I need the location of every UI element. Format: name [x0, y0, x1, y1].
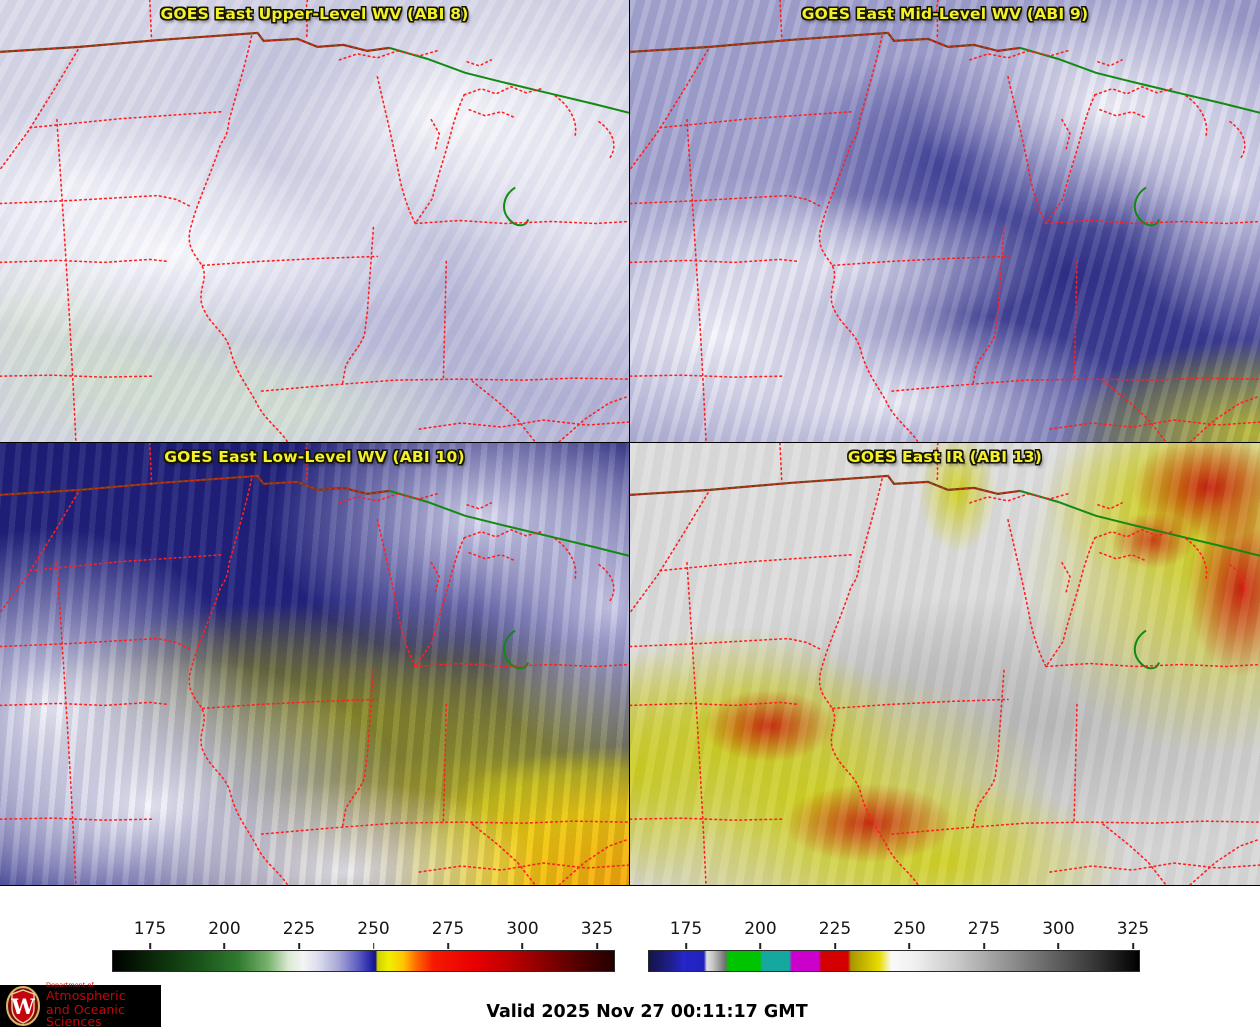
tick-mark	[759, 943, 762, 949]
panel-low-level-wv: GOES East Low-Level WV (ABI 10)	[0, 443, 630, 886]
logo-dept-line2: and Oceanic Sciences	[46, 1001, 125, 1030]
ir-colorbar-gradient	[648, 950, 1140, 972]
colorbar-tick-label: 325	[580, 919, 614, 939]
tick-mark	[983, 943, 985, 949]
tick-mark	[223, 943, 226, 949]
ir-colorbar: 175 200 225 250 275 300 325	[648, 886, 1149, 986]
panel-title-abi8: GOES East Upper-Level WV (ABI 8)	[160, 5, 469, 23]
quad-panel-grid: GOES East Upper-Level WV (ABI 8) GOES Ea…	[0, 0, 1260, 886]
panel-ir: GOES East IR (ABI 13)	[630, 443, 1260, 886]
tick-mark	[908, 943, 911, 949]
colorbar-tick-label: 225	[282, 919, 316, 939]
tick-mark	[1057, 943, 1060, 949]
tick-mark	[685, 943, 687, 949]
colorbar-tick-label: 225	[818, 919, 852, 939]
colorbar-tick-label: 300	[1042, 919, 1075, 939]
wv-colorbar: 175 200 225 250 275 300 325	[112, 886, 615, 986]
tick-mark	[149, 943, 151, 949]
crest-letter: W	[10, 994, 35, 1019]
panel-title-abi13: GOES East IR (ABI 13)	[847, 448, 1043, 466]
tick-mark	[298, 943, 300, 949]
uw-crest-icon: W	[6, 986, 40, 1026]
colorbar-tick-label: 200	[744, 919, 777, 939]
colorbar-tick-label: 175	[669, 919, 703, 939]
colorbar-tick-label: 275	[431, 919, 465, 939]
panel-title-abi9: GOES East Mid-Level WV (ABI 9)	[801, 5, 1089, 23]
logo-text: Department of Atmospheric and Oceanic Sc…	[46, 982, 161, 1030]
footer: 175 200 225 250 275 300 325 175 200 225 …	[0, 886, 1260, 1030]
logo-dept-line1: Atmospheric	[46, 988, 126, 1004]
colorbar-tick-label: 250	[357, 919, 390, 939]
tick-mark	[521, 943, 524, 949]
wv-colorbar-gradient	[112, 950, 615, 972]
panel-upper-level-wv: GOES East Upper-Level WV (ABI 8)	[0, 0, 630, 443]
valid-time-label: Valid 2025 Nov 27 00:11:17 GMT	[486, 1002, 808, 1022]
state-borders-overlay	[630, 0, 1260, 442]
tick-mark	[372, 943, 375, 949]
tick-mark	[1132, 943, 1134, 949]
colorbar-tick-label: 300	[506, 919, 539, 939]
state-borders-overlay	[630, 443, 1260, 885]
colorbar-tick-label: 175	[133, 919, 167, 939]
state-borders-overlay	[0, 443, 629, 885]
uw-aos-logo: W Department of Atmospheric and Oceanic …	[0, 982, 161, 1030]
colorbar-tick-label: 250	[893, 919, 926, 939]
tick-mark	[447, 943, 449, 949]
state-borders-overlay	[0, 0, 629, 442]
colorbar-tick-label: 275	[967, 919, 1001, 939]
panel-title-abi10: GOES East Low-Level WV (ABI 10)	[164, 448, 465, 466]
tick-mark	[596, 943, 598, 949]
colorbar-tick-label: 325	[1116, 919, 1150, 939]
tick-mark	[834, 943, 836, 949]
colorbar-tick-label: 200	[208, 919, 241, 939]
panel-mid-level-wv: GOES East Mid-Level WV (ABI 9)	[630, 0, 1260, 443]
logo-dept-prefix: Department of	[46, 981, 94, 990]
